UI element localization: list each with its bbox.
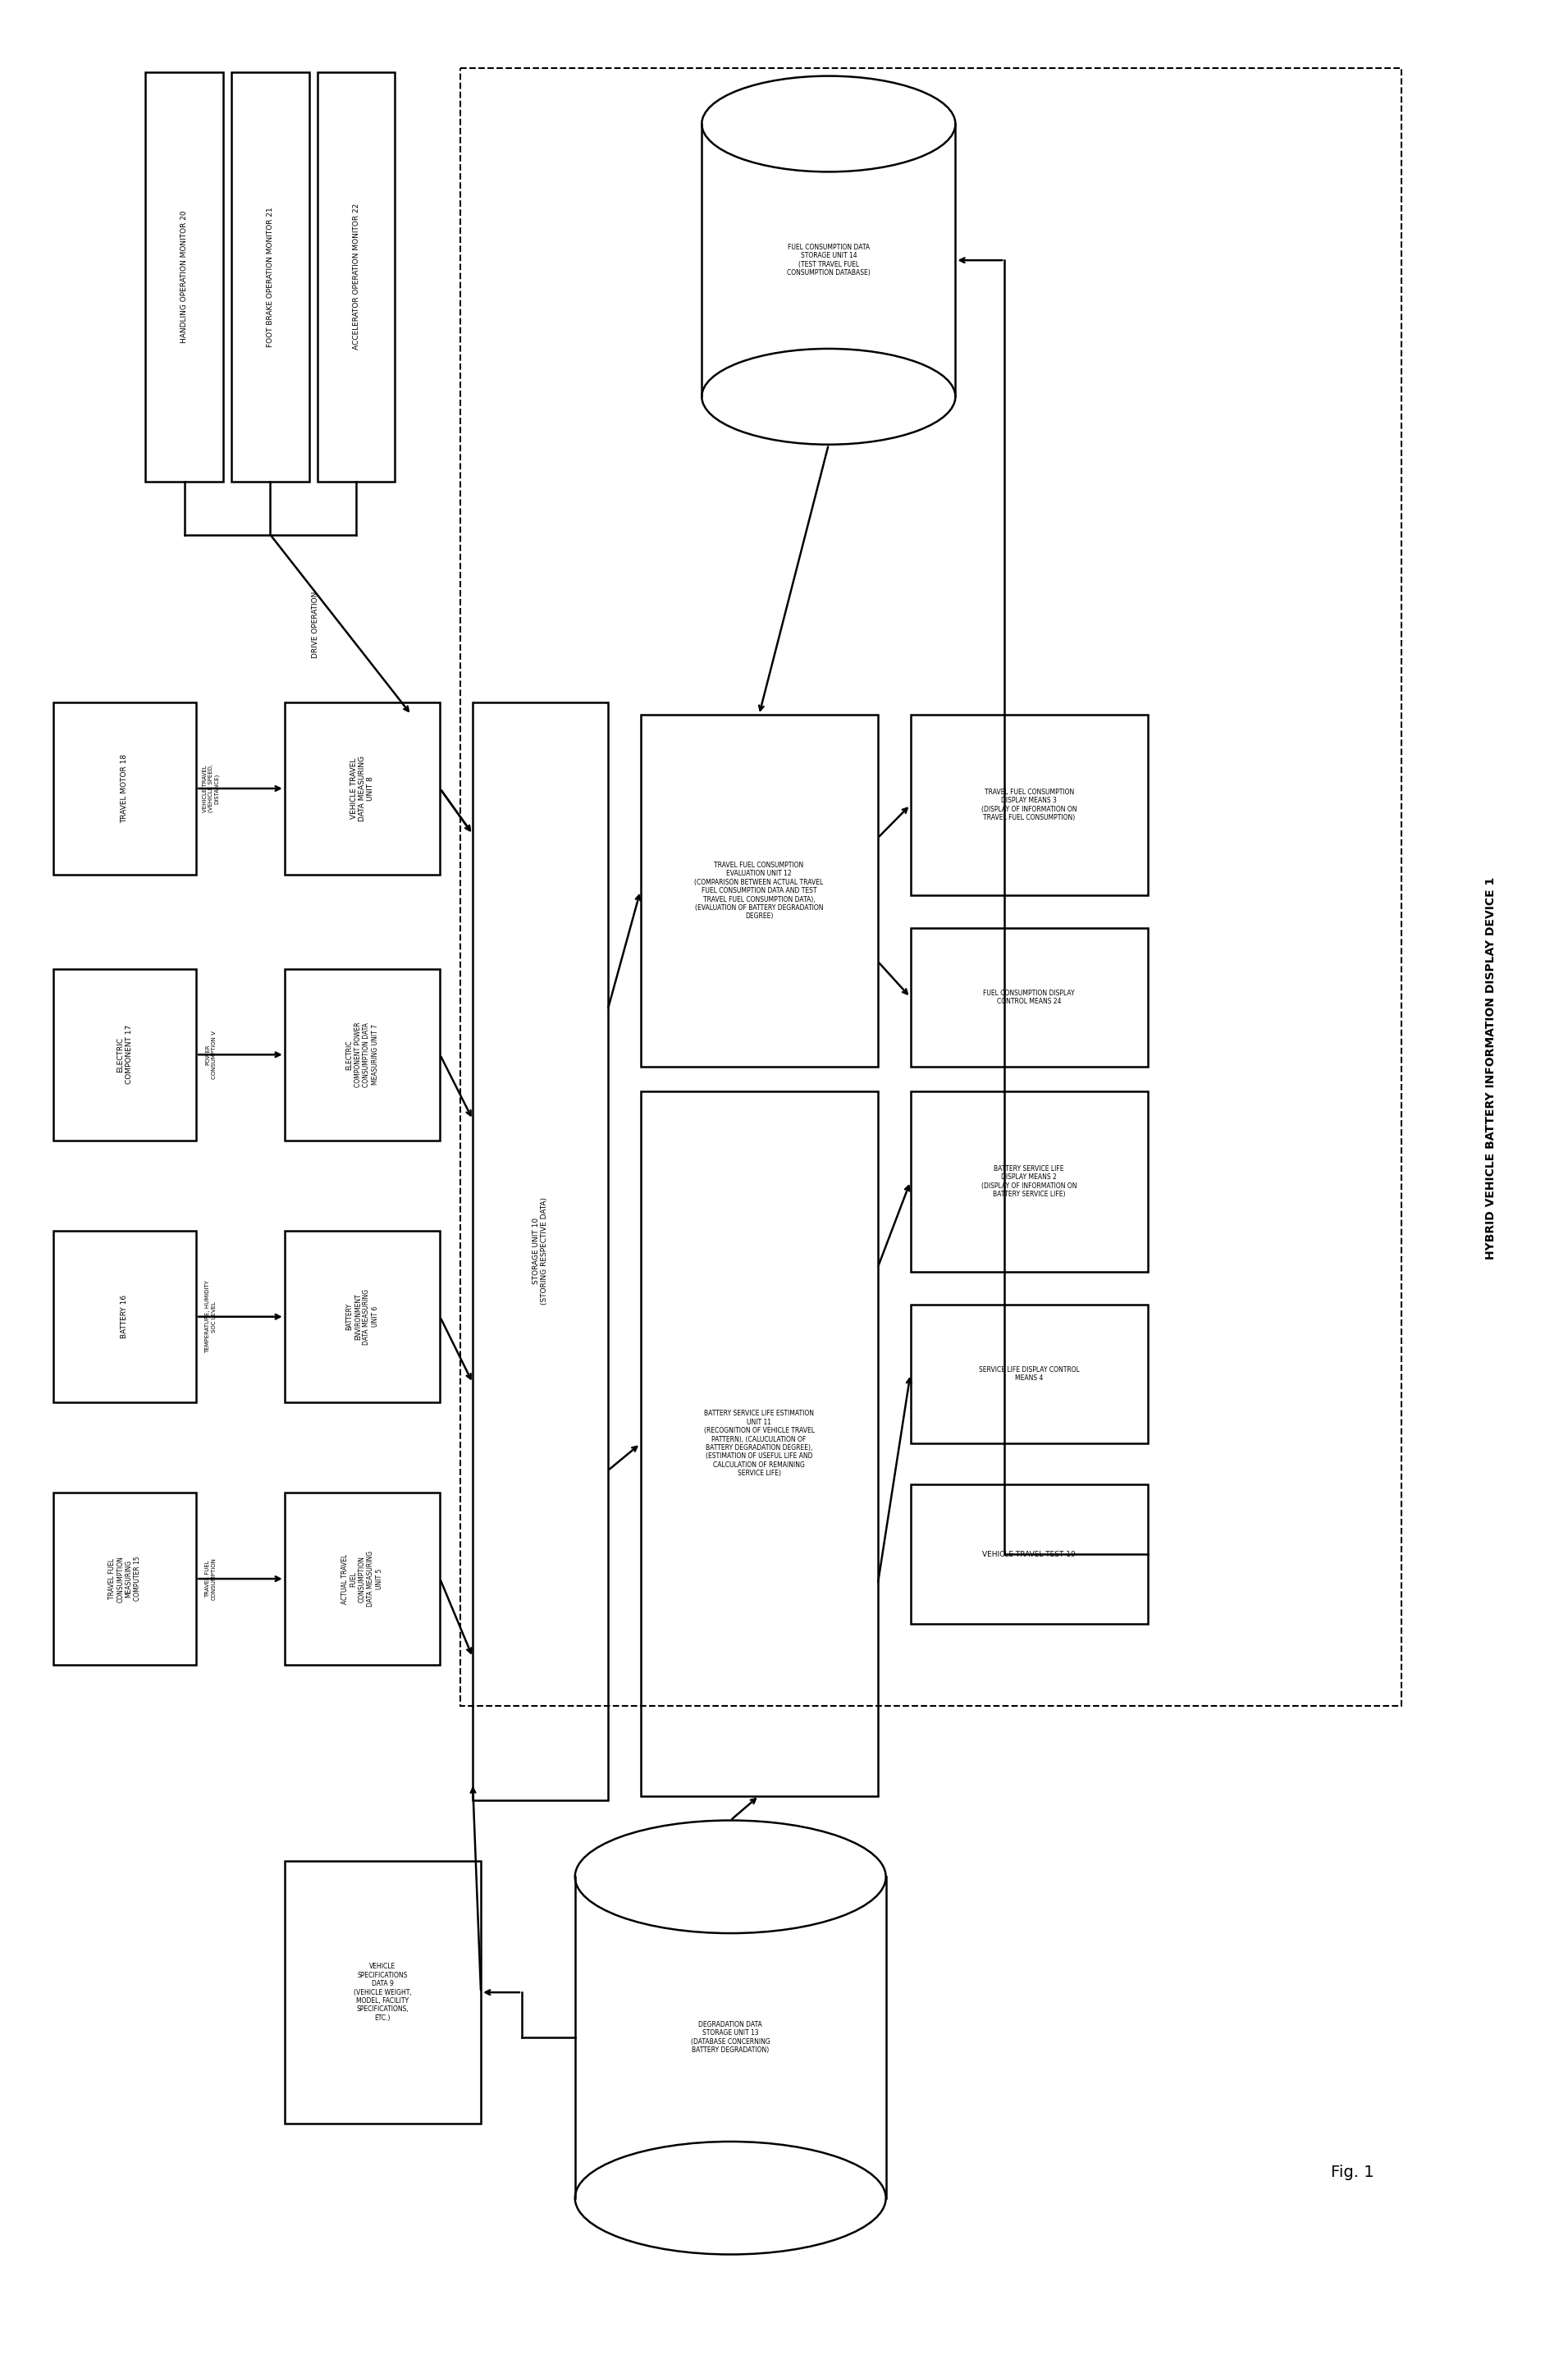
Text: FUEL CONSUMPTION DISPLAY
CONTROL MEANS 24: FUEL CONSUMPTION DISPLAY CONTROL MEANS 2… [983,990,1074,1006]
Text: VEHICLE
SPECIFICATIONS
DATA 9
(VEHICLE WEIGHT,
MODEL, FACILITY
SPECIFICATIONS,
E: VEHICLE SPECIFICATIONS DATA 9 (VEHICLE W… [354,1962,412,2022]
Text: TEMPERATURE, HUMIDITY
SOC LEVEL: TEMPERATURE, HUMIDITY SOC LEVEL [205,1279,216,1353]
Text: ACTUAL TRAVEL
FUEL
CONSUMPTION
DATA MEASURING
UNIT 5: ACTUAL TRAVEL FUEL CONSUMPTION DATA MEAS… [342,1552,383,1607]
Bar [911,1305,1148,1443]
Text: DRIVE OPERATION: DRIVE OPERATION [312,591,318,657]
Text: STORAGE UNIT 10
(STORING RESPECTIVE DATA): STORAGE UNIT 10 (STORING RESPECTIVE DATA… [532,1198,549,1305]
Bar [53,968,196,1141]
Bar [284,968,441,1141]
Text: SERVICE LIFE DISPLAY CONTROL
MEANS 4: SERVICE LIFE DISPLAY CONTROL MEANS 4 [978,1367,1079,1381]
Text: FOOT BRAKE OPERATION MONITOR 21: FOOT BRAKE OPERATION MONITOR 21 [267,206,274,346]
Text: VEHICLE TRAVEL TEST 19: VEHICLE TRAVEL TEST 19 [983,1550,1076,1559]
Bar [911,928,1148,1068]
Bar [317,71,395,482]
Bar [53,1493,196,1666]
Bar [53,1232,196,1402]
Text: HANDLING OPERATION MONITOR 20: HANDLING OPERATION MONITOR 20 [180,211,188,344]
Bar [284,1232,441,1402]
Text: BATTERY SERVICE LIFE ESTIMATION
UNIT 11
(RECOGNITION OF VEHICLE TRAVEL
PATTERN),: BATTERY SERVICE LIFE ESTIMATION UNIT 11 … [704,1410,814,1478]
Bar [575,1877,886,2197]
Bar [702,123,955,396]
Bar [640,714,878,1068]
Text: TRAVEL FUEL
CONSUMPTION: TRAVEL FUEL CONSUMPTION [205,1557,216,1599]
Text: BATTERY
ENVIRONMENT
DATA MEASURING
UNIT 6: BATTERY ENVIRONMENT DATA MEASURING UNIT … [347,1289,379,1345]
Bar [53,702,196,876]
Bar [232,71,309,482]
Text: VEHICLE TRAVEL
(VEHICLE SPEED,
DISTANCE): VEHICLE TRAVEL (VEHICLE SPEED, DISTANCE) [202,764,220,812]
Text: HYBRID VEHICLE BATTERY INFORMATION DISPLAY DEVICE 1: HYBRID VEHICLE BATTERY INFORMATION DISPL… [1485,876,1497,1260]
Text: DEGRADATION DATA
STORAGE UNIT 13
(DATABASE CONCERNING
BATTERY DEGRADATION): DEGRADATION DATA STORAGE UNIT 13 (DATABA… [691,2022,770,2055]
Text: ELECTRIC
COMPONENT POWER
CONSUMPTION DATA
MEASURING UNIT 7: ELECTRIC COMPONENT POWER CONSUMPTION DAT… [347,1023,379,1087]
Text: VEHICLE TRAVEL
DATA MEASURING
UNIT 8: VEHICLE TRAVEL DATA MEASURING UNIT 8 [350,755,375,821]
Ellipse shape [575,1820,886,1934]
Text: BATTERY SERVICE LIFE
DISPLAY MEANS 2
(DISPLAY OF INFORMATION ON
BATTERY SERVICE : BATTERY SERVICE LIFE DISPLAY MEANS 2 (DI… [982,1165,1077,1198]
Text: ELECTRIC
COMPONENT 17: ELECTRIC COMPONENT 17 [116,1025,133,1084]
Bar [911,1485,1148,1623]
Bar [284,1860,481,2124]
Bar [461,69,1402,1706]
Text: FUEL CONSUMPTION DATA
STORAGE UNIT 14
(TEST TRAVEL FUEL
CONSUMPTION DATABASE): FUEL CONSUMPTION DATA STORAGE UNIT 14 (T… [787,244,870,278]
Text: BATTERY 16: BATTERY 16 [121,1296,129,1338]
Bar [911,714,1148,895]
Text: TRAVEL MOTOR 18: TRAVEL MOTOR 18 [121,755,129,823]
Bar [911,1092,1148,1272]
Ellipse shape [575,2140,886,2254]
Text: TRAVEL FUEL
CONSUMPTION
MEASURING
COMPUTER 15: TRAVEL FUEL CONSUMPTION MEASURING COMPUT… [108,1554,141,1602]
Text: ACCELERATOR OPERATION MONITOR 22: ACCELERATOR OPERATION MONITOR 22 [353,204,359,349]
Text: Fig. 1: Fig. 1 [1331,2164,1374,2181]
Bar [472,702,608,1799]
Text: POWER
CONSUMPTION V: POWER CONSUMPTION V [205,1030,216,1080]
Bar [146,71,223,482]
Bar [640,1092,878,1796]
Ellipse shape [702,349,955,444]
Bar [284,702,441,876]
Bar [284,1493,441,1666]
Text: TRAVEL FUEL CONSUMPTION
EVALUATION UNIT 12
(COMPARISON BETWEEN ACTUAL TRAVEL
FUE: TRAVEL FUEL CONSUMPTION EVALUATION UNIT … [695,861,823,921]
Text: TRAVEL FUEL CONSUMPTION
DISPLAY MEANS 3
(DISPLAY OF INFORMATION ON
TRAVEL FUEL C: TRAVEL FUEL CONSUMPTION DISPLAY MEANS 3 … [982,788,1077,821]
Ellipse shape [702,76,955,171]
